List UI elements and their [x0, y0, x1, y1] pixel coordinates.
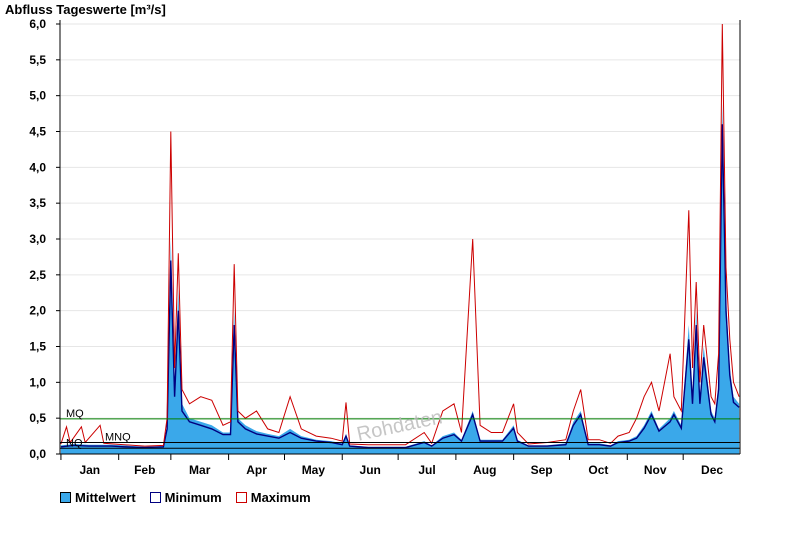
x-tick-label: Jul: [418, 463, 435, 477]
y-tick-label: 3,0: [29, 232, 46, 246]
series-maximum-line: [60, 23, 740, 447]
x-tick-label: Apr: [246, 463, 267, 477]
y-tick-label: 3,5: [29, 196, 46, 210]
x-tick-label: May: [302, 463, 326, 477]
series-minimum-line: [60, 124, 740, 449]
legend-item-minimum: Minimum: [149, 490, 222, 505]
legend-swatch-maximum: [235, 492, 247, 503]
x-tick-label: Jun: [360, 463, 381, 477]
x-tick-label: Feb: [134, 463, 155, 477]
legend-label-minimum: Minimum: [164, 490, 222, 505]
x-tick-label: Oct: [588, 463, 608, 477]
reference-label-mq: MQ: [66, 408, 84, 420]
y-tick-label: 1,0: [29, 375, 46, 389]
y-tick-label: 4,5: [29, 125, 46, 139]
x-tick-label: Nov: [644, 463, 667, 477]
legend-item-mittelwert: Mittelwert: [60, 490, 136, 505]
watermark: Rohdaten: [355, 406, 444, 446]
legend-label-maximum: Maximum: [250, 490, 311, 505]
y-tick-label: 2,0: [29, 304, 46, 318]
y-tick-label: 5,5: [29, 53, 46, 67]
reference-label-mnq: MNQ: [105, 432, 131, 444]
x-tick-label: Jan: [79, 463, 100, 477]
y-tick-label: 0,0: [29, 447, 46, 461]
y-tick-label: 4,0: [29, 160, 46, 174]
grid: [60, 23, 740, 419]
x-tick-label: Dec: [701, 463, 723, 477]
y-tick-label: 1,5: [29, 340, 46, 354]
legend-swatch-minimum: [149, 492, 161, 503]
chart-title: Abfluss Tageswerte [m³/s]: [5, 2, 166, 17]
y-tick-label: 2,5: [29, 268, 46, 282]
y-tick-label: 0,5: [29, 411, 46, 425]
series-mittelwert-area: [60, 102, 740, 455]
legend: Mittelwert Minimum Maximum: [60, 490, 311, 505]
y-tick-label: 5,0: [29, 89, 46, 103]
y-tick-label: 6,0: [29, 17, 46, 31]
x-tick-label: Mar: [189, 463, 211, 477]
x-tick-label: Aug: [473, 463, 496, 477]
reference-lines: MQ MNQ NQ: [60, 408, 740, 449]
legend-label-mittelwert: Mittelwert: [75, 490, 136, 505]
axes: 0,0 0,5 1,0 1,5 2,0 2,5 3,0 3,5 4,0 4,5 5,0 5,5 6,0 J…: [29, 17, 741, 477]
x-tick-label: Sep: [531, 463, 553, 477]
legend-item-maximum: Maximum: [235, 490, 311, 505]
legend-swatch-mittelwert: [60, 492, 71, 503]
reference-label-nq: NQ: [66, 437, 83, 449]
